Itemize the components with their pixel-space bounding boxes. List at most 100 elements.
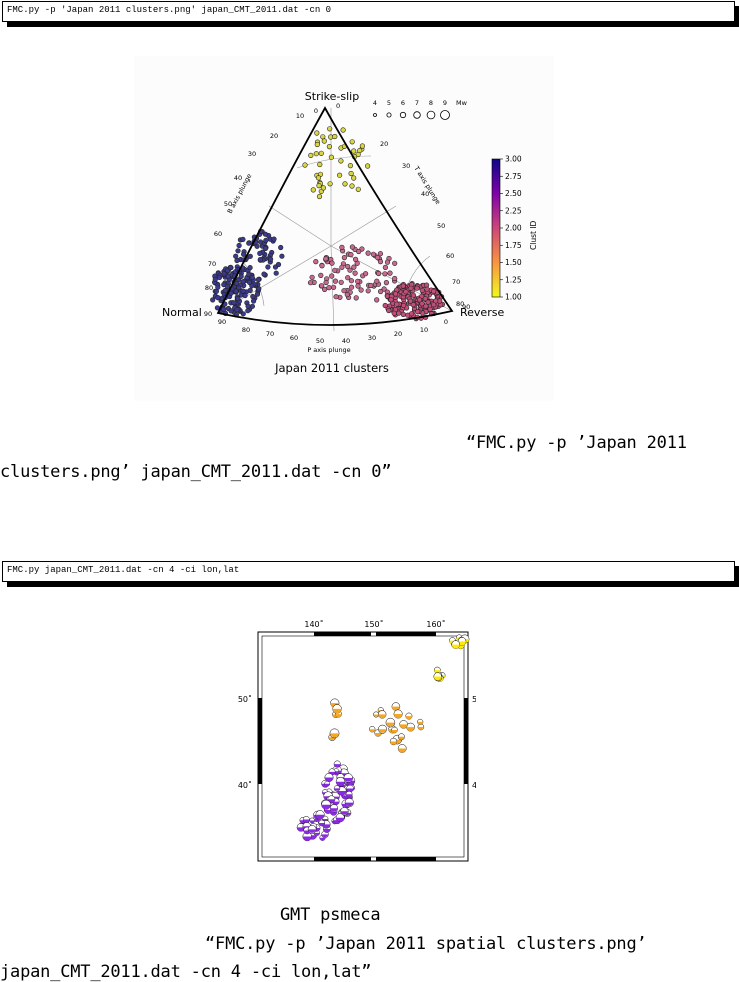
data-point xyxy=(392,275,398,282)
beachball xyxy=(397,733,405,741)
data-point xyxy=(355,186,361,192)
beachball-fill xyxy=(302,836,312,841)
beachball-fill xyxy=(337,791,347,796)
data-point xyxy=(338,279,344,285)
beachball-fill xyxy=(373,714,379,717)
data-point xyxy=(238,273,244,279)
map-figure: 140˚150˚160˚140˚150˚160˚50˚40˚50˚40˚ xyxy=(238,619,476,862)
data-point xyxy=(345,263,351,270)
data-point xyxy=(409,311,415,317)
data-point xyxy=(341,288,347,294)
beachball-fill xyxy=(319,837,326,841)
data-point xyxy=(314,141,320,148)
corner-label-strike-slip: Strike-slip xyxy=(305,90,359,103)
beachball xyxy=(385,717,396,728)
beachball xyxy=(302,831,312,842)
magnitude-legend: 4 5 6 7 8 9 Mw xyxy=(373,99,468,120)
beachball-fill xyxy=(315,814,325,820)
data-point xyxy=(378,288,384,295)
magnitude-symbol xyxy=(386,112,392,118)
t-axis-tick: 40 xyxy=(421,190,429,198)
frame-segment xyxy=(464,698,468,784)
beachball-fill xyxy=(434,670,441,674)
colorbar-tick-label: 2.75 xyxy=(505,172,522,181)
beachball xyxy=(333,785,341,792)
p-axis-label: P axis plunge xyxy=(307,346,350,354)
data-point xyxy=(339,244,345,250)
beachball-fill xyxy=(369,729,376,733)
beachball-fill xyxy=(405,716,413,720)
data-point xyxy=(368,282,374,289)
data-point xyxy=(422,296,428,302)
beachball-fill xyxy=(323,829,331,833)
t-axis-tick: 50 xyxy=(437,222,445,230)
data-point xyxy=(263,245,269,251)
magnitude-symbol xyxy=(440,110,450,120)
top-tick-label: 150˚ xyxy=(364,619,383,629)
beachball xyxy=(307,825,317,834)
data-point xyxy=(240,279,246,285)
data-point xyxy=(431,288,437,294)
beachball-fill xyxy=(336,817,345,822)
data-point xyxy=(235,248,241,254)
left-tick-label: 50˚ xyxy=(238,694,252,704)
data-point xyxy=(245,303,251,309)
caption-line: “FMC.py -p ’Japan 2011 xyxy=(466,433,687,453)
data-point xyxy=(250,298,257,304)
map-frame xyxy=(257,631,469,862)
data-point xyxy=(234,307,240,313)
beachball xyxy=(451,640,460,649)
data-point xyxy=(271,236,277,242)
data-point xyxy=(400,311,406,318)
frame-segment xyxy=(376,857,436,861)
magnitude-label: 7 xyxy=(415,99,419,107)
beachball-fill xyxy=(318,823,325,826)
corner-label-reverse: Reverse xyxy=(460,306,504,319)
data-point xyxy=(321,138,327,144)
data-point xyxy=(347,162,353,169)
beachball-fill xyxy=(417,721,423,725)
data-point xyxy=(265,264,271,270)
beachball xyxy=(329,804,339,813)
data-point xyxy=(327,181,333,187)
command-box: FMC.py -p 'Japan 2011 clusters.png' japa… xyxy=(2,1,735,22)
beachball xyxy=(335,777,346,787)
beachball-fill xyxy=(340,811,349,815)
p-axis-tick: 90 xyxy=(218,318,226,326)
data-point xyxy=(240,236,246,242)
data-point xyxy=(356,248,362,255)
beachball xyxy=(405,712,413,720)
beachball xyxy=(417,723,425,731)
data-point xyxy=(345,275,351,281)
p-axis-tick: 20 xyxy=(394,330,402,338)
b-axis-tick: 70 xyxy=(208,260,216,268)
data-point xyxy=(318,150,324,156)
beachball xyxy=(324,805,333,814)
data-point xyxy=(387,270,393,276)
data-point xyxy=(427,306,433,312)
data-point xyxy=(309,274,315,280)
beachball xyxy=(324,773,334,782)
beachball xyxy=(393,709,403,719)
data-point xyxy=(212,276,218,282)
beachball xyxy=(406,722,415,732)
data-point xyxy=(320,185,326,191)
data-point xyxy=(233,288,239,294)
data-point xyxy=(332,267,338,273)
beachball xyxy=(378,724,387,734)
data-point xyxy=(329,273,335,279)
data-point xyxy=(419,287,425,293)
data-point xyxy=(352,270,358,276)
data-point xyxy=(349,139,355,145)
data-point xyxy=(234,280,240,286)
grid-line xyxy=(268,205,332,247)
data-point xyxy=(408,285,414,291)
beachball-fill xyxy=(314,832,320,836)
t-axis-tick: 0 xyxy=(336,102,340,110)
beachball-fill xyxy=(324,783,330,787)
b-axis-tick: 20 xyxy=(270,132,278,140)
data-point xyxy=(247,287,253,293)
data-point xyxy=(348,170,354,177)
data-point xyxy=(423,303,429,309)
beachball-fill xyxy=(324,809,332,814)
